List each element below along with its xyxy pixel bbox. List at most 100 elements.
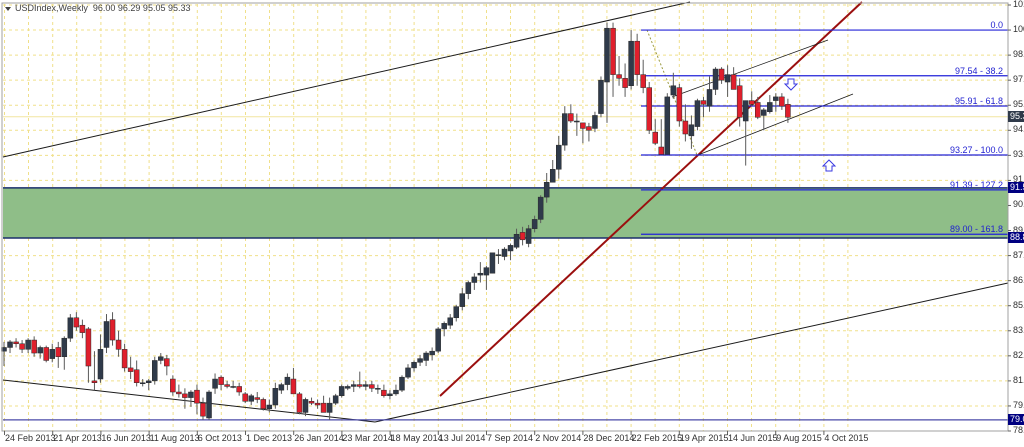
chart-header[interactable]: USDIndex,Weekly 96.00 96.29 95.05 95.33 [5, 3, 190, 13]
bull-candle [97, 349, 104, 380]
bull-candle [495, 254, 502, 256]
bull-candle [37, 347, 43, 354]
bear-candle [622, 78, 628, 88]
bear-candle [200, 402, 206, 417]
bull-candle [501, 248, 508, 257]
arrow-down-icon[interactable] [783, 78, 799, 91]
arrow-up-icon[interactable] [821, 159, 837, 172]
drawn-lines[interactable] [2, 1, 1009, 423]
bear-candle [242, 393, 248, 402]
bear-candle [652, 131, 658, 144]
bear-candle [254, 397, 261, 400]
bull-candle [507, 245, 514, 252]
bull-candle [332, 395, 339, 404]
bull-candle [435, 328, 441, 352]
bull-candle [230, 386, 236, 388]
support-zone[interactable] [3, 187, 1008, 239]
bull-candle [411, 362, 417, 369]
bull-candle [574, 120, 580, 123]
price-axis-label: 81.10 [1013, 374, 1024, 385]
bull-candle [724, 74, 731, 83]
time-axis-label: 11 Aug 2013 [149, 433, 200, 443]
bear-candle [224, 384, 230, 387]
price-axis-label: 83.80 [1013, 324, 1024, 335]
descending-trend-line[interactable] [2, 379, 376, 423]
support-zone-fill[interactable] [3, 187, 1008, 238]
price-axis-label: 89.20 [1013, 224, 1024, 235]
bull-candle [694, 100, 701, 127]
bull-candle [393, 389, 399, 395]
bull-candle [742, 100, 749, 122]
flag-lower-line[interactable] [697, 93, 854, 156]
fibonacci-label: 89.00 - 161.8 [949, 224, 1003, 235]
price-axis-label: 87.85 [1013, 249, 1024, 260]
flag-upper-line[interactable] [671, 39, 829, 98]
bull-candle [405, 367, 411, 378]
bull-candle [103, 321, 110, 348]
bear-candle [580, 122, 586, 129]
bull-candle [248, 395, 254, 402]
bull-candle [49, 349, 55, 359]
plot-border [1, 2, 1009, 432]
time-axis-label: 1 Dec 2013 [246, 433, 293, 443]
bull-candle [375, 388, 381, 390]
bull-candle [628, 40, 634, 86]
bear-candle [176, 391, 182, 395]
bear-candle [308, 401, 315, 404]
bear-candle [357, 384, 363, 387]
bull-candle [773, 96, 779, 101]
symbol-label: USDIndex,Weekly [15, 3, 88, 13]
bull-candle [592, 115, 598, 129]
bear-candle [182, 393, 188, 398]
bull-candle [284, 376, 291, 385]
bear-candle [730, 74, 737, 90]
bear-candle [634, 40, 640, 75]
bear-candle [381, 389, 387, 396]
dropdown-triangle-icon[interactable] [5, 6, 11, 11]
bull-candle [272, 388, 279, 406]
bull-candle [562, 113, 568, 146]
bear-candle [314, 402, 321, 406]
bull-candle [145, 380, 152, 383]
bull-candle [712, 68, 719, 90]
arrow-markers[interactable] [783, 78, 837, 172]
bull-candle [543, 182, 550, 198]
bear-candle [296, 393, 303, 413]
current-price-tag: 95.33 [1008, 110, 1024, 122]
red-trend-line[interactable] [439, 1, 863, 397]
upper-channel-line[interactable] [2, 1, 691, 158]
price-level-tag: 91.50 [1008, 181, 1024, 193]
time-axis-label: 26 Jan 2014 [294, 433, 344, 443]
time-axis-label: 18 May 2014 [390, 433, 443, 443]
price-axis-label: 95.95 [1013, 99, 1024, 110]
price-axis-label: 90.55 [1013, 199, 1024, 210]
bear-candle [260, 399, 267, 409]
bull-candle [326, 402, 333, 413]
bear-candle [779, 96, 785, 107]
bull-candle [761, 109, 767, 116]
time-axis-label: 13 Jul 2014 [438, 433, 486, 443]
bear-candle [320, 402, 327, 413]
price-axis-label: 78.40 [1013, 425, 1024, 435]
bull-candle [206, 391, 212, 419]
bull-candle [465, 282, 472, 294]
bear-candle [194, 389, 200, 404]
bull-candle [61, 337, 68, 358]
bear-candle [127, 367, 134, 372]
fibonacci-label: 97.54 - 38.2 [954, 65, 1003, 76]
time-axis-label: 21 Apr 2013 [53, 433, 102, 443]
bear-candle [31, 339, 37, 354]
bull-candle [152, 360, 158, 382]
price-axis-label: 82.45 [1013, 349, 1024, 360]
bear-candle [133, 369, 140, 383]
lower-channel-line[interactable] [374, 282, 1009, 423]
bull-candle [344, 386, 351, 389]
fibo-base-line[interactable] [646, 29, 698, 156]
bull-candle [537, 196, 544, 220]
bear-candle [79, 324, 86, 333]
bull-candle [459, 293, 466, 307]
time-axis-label: 16 Jun 2013 [101, 433, 151, 443]
bull-candle [471, 276, 478, 283]
